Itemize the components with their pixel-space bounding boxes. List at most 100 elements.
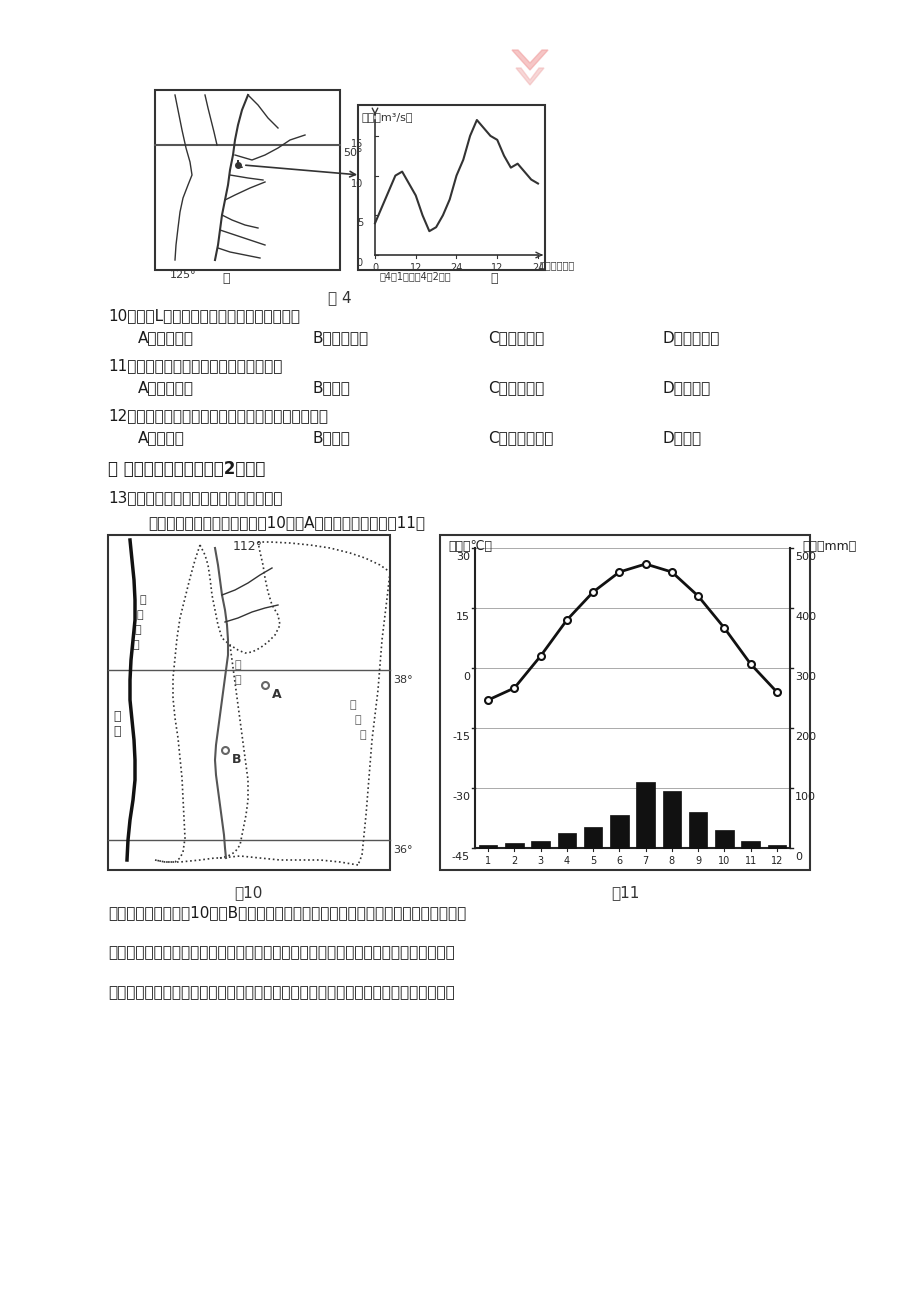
Text: 甲: 甲 [221, 272, 229, 285]
Text: 15: 15 [456, 612, 470, 622]
Text: 河: 河 [234, 674, 242, 685]
Text: 12: 12 [409, 263, 422, 273]
Text: 0: 0 [794, 852, 801, 862]
Text: 50°: 50° [343, 148, 362, 158]
Text: 13．阅读下列材料，读图回答有关问题。: 13．阅读下列材料，读图回答有关问题。 [108, 490, 282, 505]
Text: L: L [236, 160, 243, 171]
Text: 200: 200 [794, 732, 815, 742]
Text: 0: 0 [371, 263, 378, 273]
Text: 500: 500 [794, 552, 815, 562]
Text: 1: 1 [484, 855, 491, 866]
Text: C．暴雨洪涝: C．暴雨洪涝 [487, 380, 544, 395]
Text: 图10: 图10 [233, 885, 262, 900]
Text: 30: 30 [456, 552, 470, 562]
Text: 36°: 36° [392, 845, 412, 855]
Text: 400: 400 [794, 612, 815, 622]
Text: -30: -30 [451, 792, 470, 802]
Polygon shape [512, 49, 548, 70]
Text: -45: -45 [451, 852, 470, 862]
Bar [741, 841, 759, 848]
Bar [714, 829, 732, 848]
Text: 3: 3 [537, 855, 543, 866]
Text: A．硬叶林: A．硬叶林 [138, 430, 185, 445]
Bar [766, 845, 785, 848]
Text: 豆做原料，加上杏花村取之不竭的优质水源，给杏花村酒以无穷的活力。马跑神泉和古: 豆做原料，加上杏花村取之不竭的优质水源，给杏花村酒以无穷的活力。马跑神泉和古 [108, 986, 454, 1000]
Bar [609, 815, 628, 848]
Text: 乙: 乙 [490, 272, 497, 285]
Text: 材料二：杏花村（图10中的B村）地形平坦，相传于公元五世纪就开始酿酒，距今已有: 材料二：杏花村（图10中的B村）地形平坦，相传于公元五世纪就开始酿酒，距今已有 [108, 905, 466, 921]
Text: 10: 10 [350, 178, 363, 189]
Text: 10．导致L河流量变化如图乙所示的主要原因: 10．导致L河流量变化如图乙所示的主要原因 [108, 309, 300, 323]
Text: 流量（m³/s）: 流量（m³/s） [361, 112, 413, 122]
Text: B．草原: B．草原 [312, 430, 350, 445]
Text: 112°: 112° [233, 540, 263, 553]
Text: 太: 太 [349, 700, 357, 710]
Text: 梁: 梁 [137, 611, 143, 620]
Text: 汾: 汾 [234, 660, 242, 671]
Text: 气温（℃）: 气温（℃） [448, 540, 492, 553]
Text: 6: 6 [616, 855, 622, 866]
Text: C．气温变化: C．气温变化 [487, 329, 544, 345]
Bar [688, 812, 707, 848]
Text: 图 4: 图 4 [328, 290, 351, 305]
Text: D．连续阴雨: D．连续阴雨 [663, 329, 720, 345]
Bar [154, 90, 340, 270]
Text: A．连续暴雨: A．连续暴雨 [138, 329, 194, 345]
Text: 4: 4 [563, 855, 569, 866]
Text: 5: 5 [357, 219, 363, 228]
Text: 河: 河 [113, 725, 120, 738]
Text: 9: 9 [695, 855, 700, 866]
Text: 图11: 图11 [610, 885, 639, 900]
Text: 山: 山 [359, 730, 367, 740]
Text: 24: 24 [531, 263, 544, 273]
Text: 材料一：山西汾河流域图（图10）和A市的气候资料图（图11）: 材料一：山西汾河流域图（图10）和A市的气候资料图（图11） [148, 516, 425, 530]
Text: 11．正常年份，该季节流域农作物易遭受: 11．正常年份，该季节流域农作物易遭受 [108, 358, 282, 372]
Bar [584, 827, 602, 848]
Bar [357, 105, 544, 270]
Polygon shape [516, 68, 543, 85]
Text: 7: 7 [641, 855, 648, 866]
Text: 脉: 脉 [133, 641, 140, 650]
Text: （北京时间）: （北京时间） [539, 260, 574, 270]
Text: 0: 0 [357, 258, 363, 268]
Bar [505, 844, 523, 848]
Text: 38°: 38° [392, 674, 413, 685]
Text: 100: 100 [794, 792, 815, 802]
Text: （4月1日）（4月2日）: （4月1日）（4月2日） [380, 271, 451, 281]
Text: B．气压变化: B．气压变化 [312, 329, 369, 345]
Bar [108, 535, 390, 870]
Text: A: A [272, 687, 281, 700]
Text: 24: 24 [449, 263, 462, 273]
Text: 二 、非选择题（本大题共2小题）: 二 、非选择题（本大题共2小题） [108, 460, 265, 478]
Text: 降水（mm）: 降水（mm） [802, 540, 857, 553]
Text: 12．依据地域分异规律判定，当地典型的自然景观为: 12．依据地域分异规律判定，当地典型的自然景观为 [108, 408, 328, 423]
Text: C．针阔混交林: C．针阔混交林 [487, 430, 552, 445]
Text: 0: 0 [462, 672, 470, 682]
Text: 10: 10 [718, 855, 730, 866]
Text: 2: 2 [511, 855, 516, 866]
Text: B: B [232, 753, 241, 766]
Text: 15: 15 [350, 139, 363, 148]
Text: 行: 行 [355, 715, 361, 725]
Text: 125°: 125° [170, 270, 197, 280]
Bar [439, 535, 809, 870]
Bar [636, 783, 654, 848]
Text: 一千四百多年的历史。杏花村酿酒用晋中地区、吕梁地区的无污染优质高粱、大麦、豌: 一千四百多年的历史。杏花村酿酒用晋中地区、吕梁地区的无污染优质高粱、大麦、豌 [108, 945, 454, 960]
Text: A．融雪洪涝: A．融雪洪涝 [138, 380, 194, 395]
Text: 吕: 吕 [140, 595, 146, 605]
Text: D．荒漠: D．荒漠 [663, 430, 701, 445]
Text: 12: 12 [770, 855, 782, 866]
Text: 11: 11 [743, 855, 756, 866]
Text: 5: 5 [589, 855, 596, 866]
Text: B．伏旱: B．伏旱 [312, 380, 350, 395]
Text: D．病虫害: D．病虫害 [663, 380, 710, 395]
Bar [557, 833, 575, 848]
Bar [479, 845, 497, 848]
Bar [531, 841, 550, 848]
Text: -15: -15 [451, 732, 470, 742]
Text: 300: 300 [794, 672, 815, 682]
Text: 山: 山 [135, 625, 142, 635]
Text: 黄: 黄 [113, 710, 120, 723]
Bar [662, 792, 680, 848]
Text: 8: 8 [668, 855, 675, 866]
